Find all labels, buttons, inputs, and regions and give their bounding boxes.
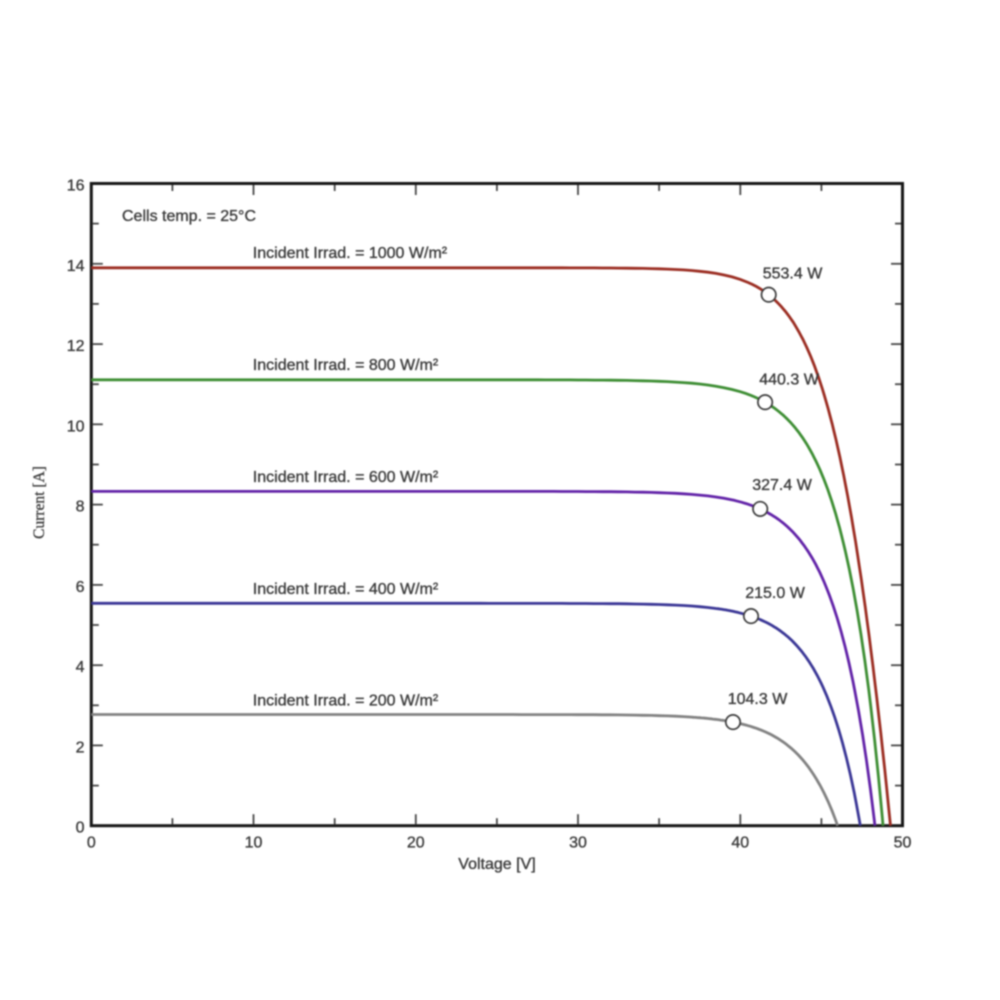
svg-text:16: 16 <box>67 178 85 195</box>
svg-text:Current [A]: Current [A] <box>31 466 48 539</box>
svg-text:104.3 W: 104.3 W <box>728 691 788 708</box>
svg-text:4: 4 <box>76 659 85 676</box>
svg-text:10: 10 <box>245 835 263 852</box>
svg-text:Incident Irrad. = 800 W/m²: Incident Irrad. = 800 W/m² <box>253 357 439 374</box>
svg-text:2: 2 <box>76 739 85 756</box>
svg-text:Incident Irrad. = 400 W/m²: Incident Irrad. = 400 W/m² <box>253 581 439 598</box>
svg-text:327.4 W: 327.4 W <box>752 477 812 494</box>
svg-text:8: 8 <box>76 499 85 516</box>
svg-text:20: 20 <box>407 835 425 852</box>
svg-text:40: 40 <box>731 835 749 852</box>
svg-text:6: 6 <box>76 579 85 596</box>
svg-text:553.4 W: 553.4 W <box>763 266 823 283</box>
svg-text:0: 0 <box>87 835 96 852</box>
svg-text:14: 14 <box>67 258 85 275</box>
svg-text:Incident Irrad. = 1000 W/m²: Incident Irrad. = 1000 W/m² <box>253 245 448 262</box>
svg-text:Voltage [V]: Voltage [V] <box>458 856 535 873</box>
svg-text:30: 30 <box>569 835 587 852</box>
svg-text:10: 10 <box>67 418 85 435</box>
svg-text:12: 12 <box>67 338 85 355</box>
svg-text:Incident Irrad. = 600 W/m²: Incident Irrad. = 600 W/m² <box>253 469 439 486</box>
svg-text:50: 50 <box>894 835 912 852</box>
svg-text:215.0 W: 215.0 W <box>745 585 805 602</box>
svg-text:Cells temp. = 25°C: Cells temp. = 25°C <box>122 208 256 225</box>
svg-text:Incident Irrad. = 200 W/m²: Incident Irrad. = 200 W/m² <box>253 693 439 710</box>
svg-text:0: 0 <box>76 820 85 837</box>
svg-text:440.3 W: 440.3 W <box>759 372 819 389</box>
